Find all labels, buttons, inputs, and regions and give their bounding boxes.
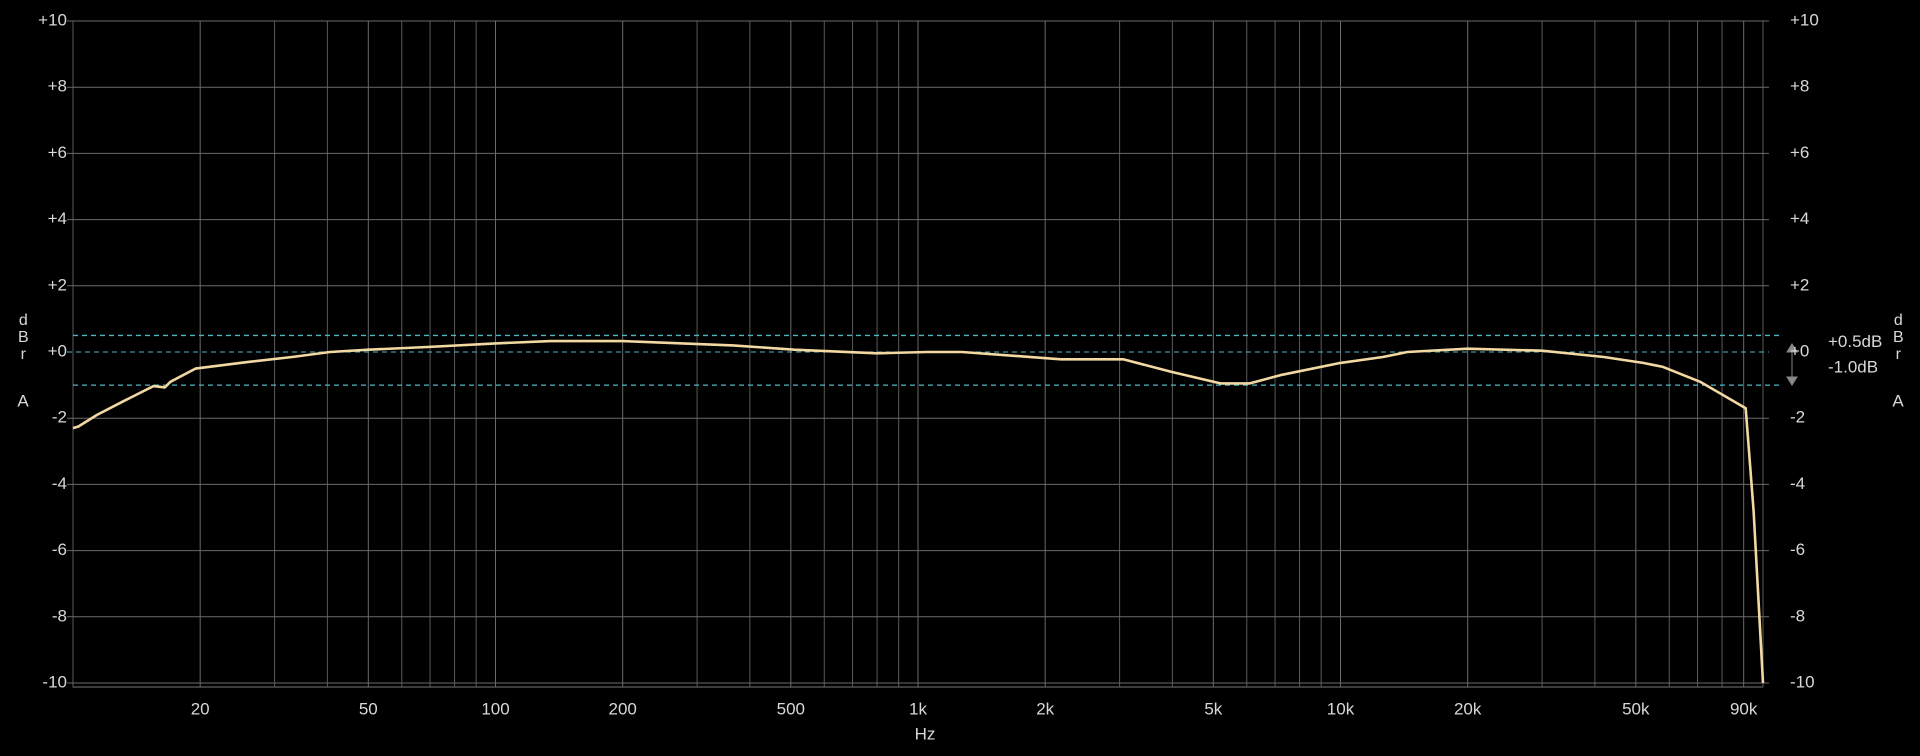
y-tick-label: -8	[52, 606, 67, 625]
x-tick-label: 500	[777, 699, 805, 718]
x-tick-label: 100	[481, 699, 509, 718]
y-tick-label: +0	[1790, 341, 1809, 360]
y-tick-label: +2	[48, 275, 67, 294]
y-tick-label: -10	[1790, 672, 1815, 691]
y-tick-label: +10	[1790, 10, 1819, 29]
y-tick-label: +4	[1790, 209, 1809, 228]
y-tick-label: +6	[48, 143, 67, 162]
reference-label: +0.5dB	[1828, 332, 1882, 351]
y-tick-label: -6	[52, 540, 67, 559]
x-tick-label: 90k	[1730, 699, 1758, 718]
x-tick-label: 20k	[1454, 699, 1482, 718]
x-tick-label: 200	[608, 699, 636, 718]
y-axis-label: A	[1892, 391, 1904, 410]
y-tick-label: -4	[52, 474, 67, 493]
y-tick-label: +4	[48, 209, 67, 228]
reference-label: -1.0dB	[1828, 358, 1878, 377]
y-axis-label: A	[17, 391, 29, 410]
x-tick-label: 2k	[1036, 699, 1054, 718]
x-tick-label: 20	[191, 699, 210, 718]
y-tick-label: -2	[52, 408, 67, 427]
y-tick-label: +8	[48, 77, 67, 96]
x-axis-label: Hz	[915, 724, 936, 743]
y-tick-label: -10	[42, 672, 67, 691]
y-tick-label: +6	[1790, 143, 1809, 162]
x-tick-label: 10k	[1327, 699, 1355, 718]
x-tick-label: 50k	[1622, 699, 1650, 718]
response-curve	[72, 339, 1765, 684]
y-tick-label: +0	[48, 341, 67, 360]
x-tick-label: 1k	[909, 699, 927, 718]
y-tick-label: -6	[1790, 540, 1805, 559]
y-tick-label: -8	[1790, 606, 1805, 625]
y-tick-label: -4	[1790, 474, 1805, 493]
x-tick-label: 5k	[1204, 699, 1222, 718]
y-axis-label: dBr	[1890, 312, 1907, 363]
y-tick-label: -2	[1790, 408, 1805, 427]
x-tick-label: 50	[359, 699, 378, 718]
y-axis-label: dBr	[15, 312, 32, 363]
range-arrow	[1786, 343, 1798, 386]
y-tick-label: +10	[38, 10, 67, 29]
y-tick-label: +8	[1790, 77, 1809, 96]
y-tick-label: +2	[1790, 275, 1809, 294]
